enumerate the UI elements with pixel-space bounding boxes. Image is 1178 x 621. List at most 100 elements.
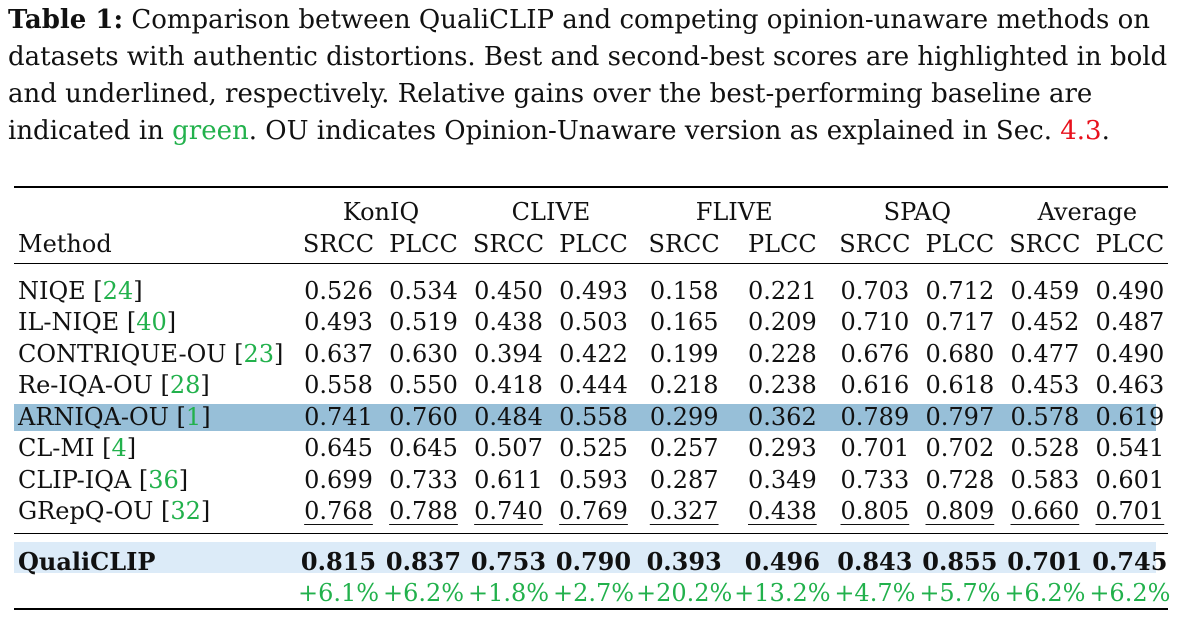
citation-close-bracket: ] [200,497,211,526]
table-mid-rule [14,533,1168,534]
relative-gain-cell: +6.2% [1089,578,1171,607]
dataset-header: SPAQ [883,198,952,226]
score-cell: 0.293 [748,434,817,463]
score-cell: 0.630 [389,339,458,368]
proposed-row-background [14,542,1156,573]
table-caption: Table 1: Comparison between QualiCLIP an… [8,2,1170,150]
method-label: CL-MI [ [18,434,112,463]
citation-close-bracket: ] [133,276,143,305]
relative-gain-cell: +1.8% [467,578,550,607]
method-label: GRepQ-OU [ [18,497,171,526]
metric-header: SRCC [839,230,911,258]
method-name: Re-IQA-OU [28] [18,370,296,402]
table-row: CONTRIQUE-OU [23] 0.637 0.630 0.394 0.422 0.1… [18,338,1172,370]
best-score-cell: 0.701 [1007,547,1083,576]
table-top-rule [14,186,1168,188]
score-cell: 0.703 [840,276,910,305]
metric-header: SRCC [302,230,375,258]
score-cell: 0.760 [389,402,458,431]
score-cell: 0.503 [559,308,628,337]
best-score-cell: 0.815 [300,547,377,576]
table-row: ARNIQA-OU [1] 0.741 0.760 0.484 0.558 0.299 0.… [18,401,1172,433]
metric-header: SRCC [1009,230,1081,258]
score-cell: 0.611 [474,465,543,494]
citation-close-bracket: ] [274,339,284,368]
score-cell: 0.710 [840,308,910,337]
score-cell: 0.452 [1010,308,1080,337]
score-cell: 0.699 [304,465,373,494]
citation-link[interactable]: 28 [169,371,201,400]
score-cell: 0.519 [389,308,458,337]
citation-link[interactable]: 24 [102,276,134,305]
score-cell: 0.158 [649,276,719,305]
citation-link[interactable]: 40 [136,308,167,337]
metric-header: PLCC [559,230,628,258]
citation-link[interactable]: 1 [185,402,202,431]
results-table: KonIQ CLIVE FLIVE SPAQ Average Method SRCC PLCC… [18,196,1172,608]
score-cell: 0.490 [1095,276,1165,305]
header-row-datasets: KonIQ CLIVE FLIVE SPAQ Average [18,196,1172,228]
method-name: CL-MI [4] [18,433,296,465]
caption-text-2: . OU indicates Opinion-Unaware version a… [248,116,1061,146]
metric-header: PLCC [747,230,817,258]
relative-gain-row: +6.1% +6.2% +1.8% +2.7% +20.2% +13.2% +4.7% +5.… [18,577,1172,608]
score-cell: 0.453 [1010,371,1080,400]
method-label: CONTRIQUE-OU [ [18,339,244,368]
score-cell: 0.660 [1010,497,1080,526]
score-cell: 0.618 [925,371,995,400]
proposed-method-name: QualiCLIP [18,547,156,576]
metric-header: SRCC [472,230,545,258]
metric-header: SRCC [648,230,720,258]
score-cell: 0.221 [748,276,817,305]
method-label: IL-NIQE [ [18,308,137,337]
score-cell: 0.287 [649,465,719,494]
score-cell: 0.299 [649,402,719,431]
relative-gain-cell: +13.2% [734,578,831,607]
score-cell: 0.583 [1010,465,1080,494]
best-score-cell: 0.837 [385,547,462,576]
score-cell: 0.809 [925,497,995,526]
score-cell: 0.728 [925,465,995,494]
score-cell: 0.676 [840,339,910,368]
citation-link[interactable]: 4 [111,434,127,463]
score-cell: 0.733 [389,465,458,494]
best-score-cell: 0.496 [744,547,820,576]
score-cell: 0.550 [389,371,458,400]
score-cell: 0.349 [748,465,817,494]
table-row: Re-IQA-OU [28] 0.558 0.550 0.418 0.444 0.218 0… [18,370,1172,402]
table-row: NIQE [24] 0.526 0.534 0.450 0.493 0.158 0.221 0… [18,275,1172,307]
score-cell: 0.362 [748,402,817,431]
score-cell: 0.805 [840,497,910,526]
citation-link[interactable]: 23 [243,339,275,368]
score-cell: 0.238 [748,371,817,400]
relative-gain-cell: +6.2% [382,578,465,607]
score-cell: 0.438 [748,497,817,526]
score-cell: 0.601 [1095,465,1165,494]
caption-section-ref[interactable]: 4.3 [1060,116,1102,146]
relative-gain-cell: +6.2% [1004,578,1086,607]
score-cell: 0.712 [925,276,995,305]
score-cell: 0.528 [1010,434,1080,463]
score-cell: 0.541 [1095,434,1165,463]
score-cell: 0.645 [304,434,373,463]
score-cell: 0.394 [474,339,543,368]
table-row: GRepQ-OU [32] 0.768 0.788 0.740 0.769 0.327 0.… [18,496,1172,528]
citation-link[interactable]: 32 [170,497,201,526]
table-header-rule [14,263,1168,264]
highlighted-row-background [14,404,1156,431]
citation-link[interactable]: 36 [148,465,179,494]
score-cell: 0.702 [925,434,995,463]
dataset-header: CLIVE [511,198,591,226]
score-cell: 0.701 [1095,497,1165,526]
score-cell: 0.733 [840,465,910,494]
score-cell: 0.218 [649,371,719,400]
citation-close-bracket: ] [200,371,210,400]
proposed-method-row: QualiCLIP 0.815 0.837 0.753 0.790 0.393 0.496 0… [18,546,1172,577]
score-cell: 0.593 [559,465,628,494]
score-cell: 0.493 [304,308,373,337]
score-cell: 0.637 [304,339,373,368]
score-cell: 0.463 [1095,371,1165,400]
score-cell: 0.741 [304,402,373,431]
caption-label: Table 1: [8,5,124,35]
method-name: IL-NIQE [40] [18,307,296,339]
